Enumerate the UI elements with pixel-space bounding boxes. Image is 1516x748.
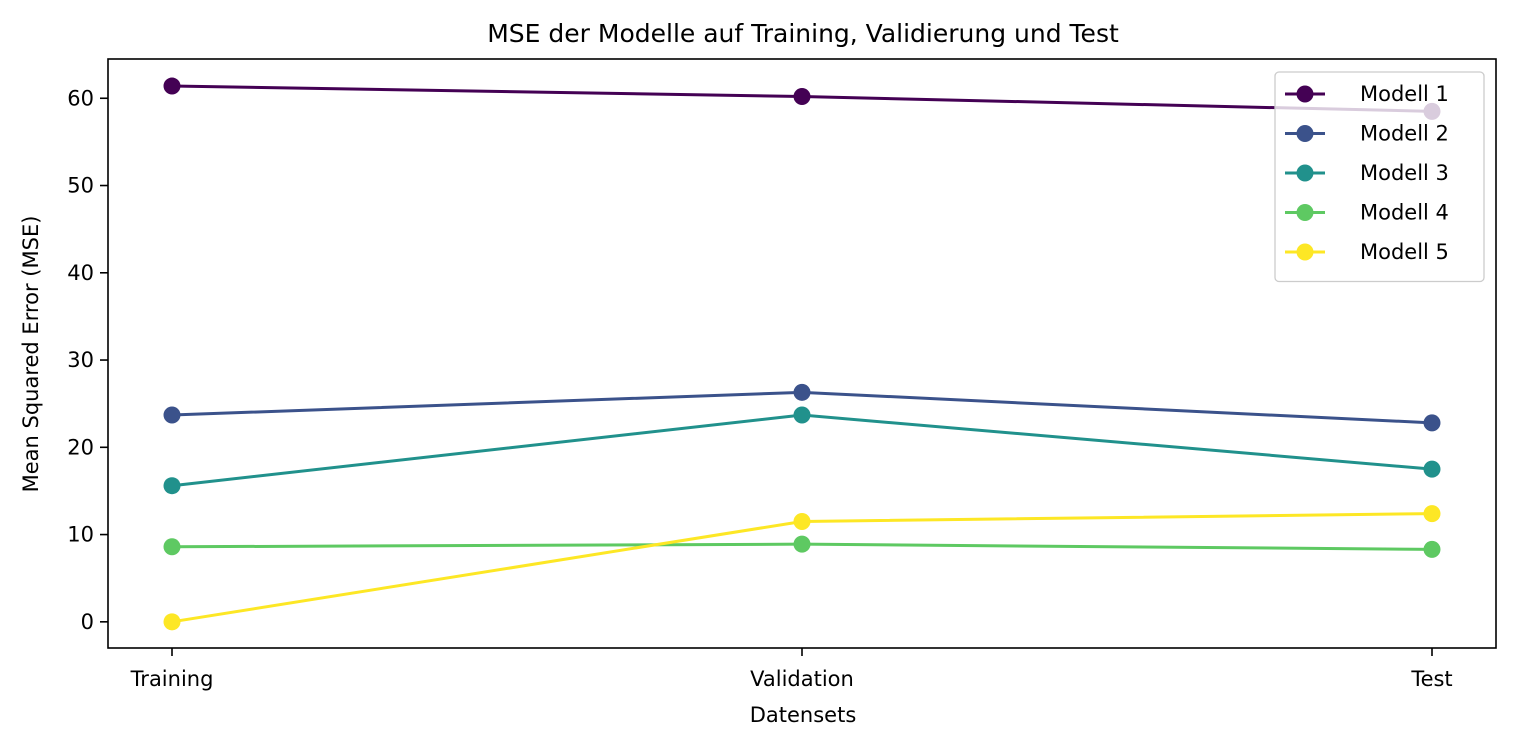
- data-point: [163, 477, 181, 495]
- series-4: [163, 535, 1441, 558]
- y-tick-label: 50: [67, 174, 94, 198]
- data-point: [793, 383, 811, 401]
- chart-title: MSE der Modelle auf Training, Validierun…: [487, 19, 1119, 48]
- series-1: [163, 77, 1441, 120]
- y-tick-label: 30: [67, 348, 94, 372]
- data-point: [793, 406, 811, 424]
- x-axis: Training Validation Test: [130, 648, 1453, 691]
- x-tick-label: Test: [1410, 667, 1452, 691]
- x-axis-title: Datensets: [750, 703, 857, 727]
- series-line: [171, 413, 1433, 488]
- legend-label: Modell 3: [1360, 161, 1449, 185]
- legend-label: Modell 1: [1360, 82, 1449, 106]
- legend-label: Modell 2: [1360, 122, 1449, 146]
- series-3: [163, 406, 1441, 495]
- data-point: [163, 406, 181, 424]
- data-point: [1423, 540, 1441, 558]
- legend-label: Modell 5: [1360, 240, 1449, 264]
- y-tick-label: 10: [67, 523, 94, 547]
- y-tick-label: 60: [67, 86, 94, 110]
- legend-item: Modell 5: [1285, 240, 1449, 264]
- y-axis: 0 10 20 30 40 50 60: [67, 86, 108, 634]
- legend-item: Modell 2: [1285, 122, 1449, 146]
- data-point: [793, 512, 811, 530]
- data-point: [163, 613, 181, 631]
- legend-item: Modell 3: [1285, 161, 1449, 185]
- legend-marker: [1296, 204, 1314, 221]
- data-point: [793, 535, 811, 553]
- data-point: [1423, 460, 1441, 478]
- legend-marker: [1296, 125, 1314, 142]
- data-point: [163, 538, 181, 556]
- legend: Modell 1 Modell 2 Modell 3 Modell 4 Modell 5: [1274, 71, 1485, 283]
- legend-marker: [1296, 243, 1314, 261]
- plot-area: [163, 77, 1441, 631]
- legend-marker: [1296, 85, 1314, 103]
- data-point: [793, 88, 811, 106]
- data-point: [1423, 505, 1441, 523]
- y-tick-label: 40: [67, 261, 94, 285]
- y-tick-label: 20: [67, 435, 94, 459]
- y-axis-title: Mean Squared Error (MSE): [19, 216, 43, 493]
- series-2: [163, 383, 1441, 432]
- data-point: [163, 77, 181, 95]
- legend-box: [1274, 71, 1485, 283]
- legend-item: Modell 4: [1285, 201, 1449, 225]
- y-tick-label: 0: [81, 610, 94, 634]
- legend-marker: [1296, 164, 1314, 182]
- data-point: [1423, 414, 1441, 432]
- x-tick-label: Validation: [750, 667, 854, 691]
- series-5: [163, 505, 1441, 631]
- legend-item: Modell 1: [1285, 82, 1449, 106]
- legend-label: Modell 4: [1360, 201, 1449, 225]
- x-tick-label: Training: [130, 667, 214, 691]
